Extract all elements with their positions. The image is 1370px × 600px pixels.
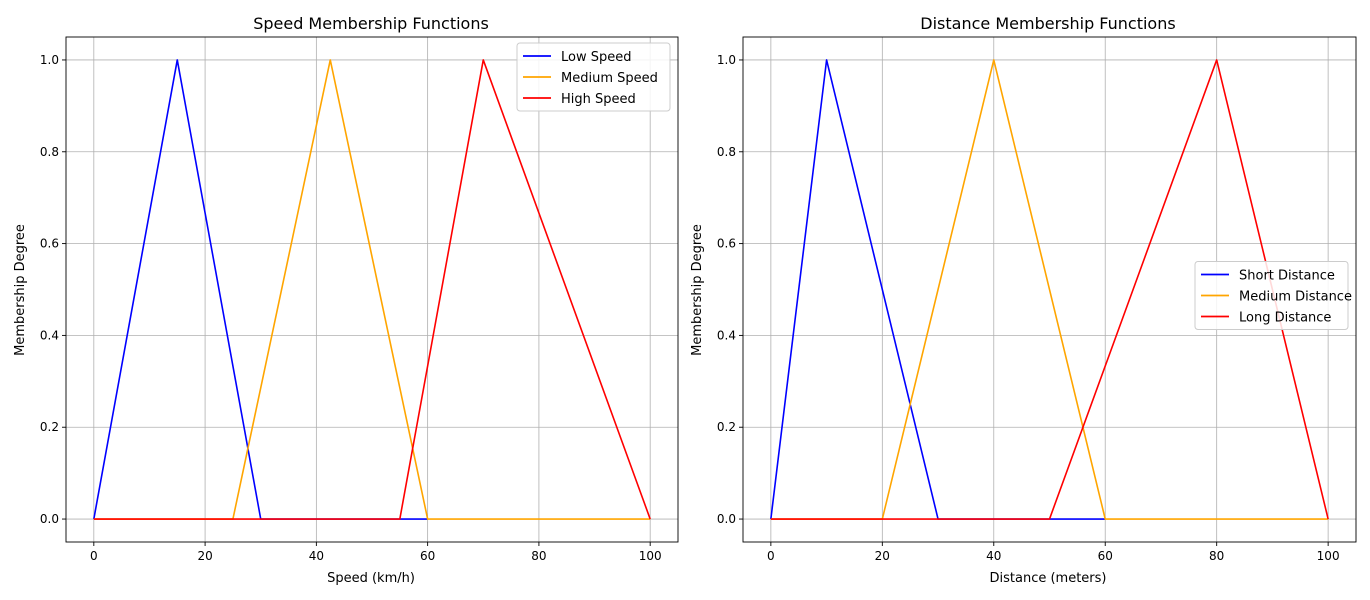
speed-chart: Speed Membership Functions Speed (km/h) … [13,14,679,586]
series-group [93,59,651,520]
y-axis-label: Membership Degree [13,224,28,356]
chart-title: Distance Membership Functions [920,14,1175,33]
x-tick-label: 100 [639,549,662,563]
y-tick-label: 1.0 [717,53,736,67]
y-tick-label: 0.8 [40,145,59,159]
x-tick-label: 40 [986,549,1001,563]
y-tick-label: 0.2 [717,420,736,434]
legend-box [516,42,671,112]
y-tick-label: 1.0 [40,53,59,67]
legend-label-long-distance: Long Distance [1239,311,1331,326]
legend-label-short-distance: Short Distance [1239,269,1335,284]
legend-box [1194,261,1349,330]
axes-frame [742,36,1357,543]
legend-label-low-speed: Low Speed [561,50,631,65]
y-tick-label: 0.6 [40,237,59,251]
x-tick-label: 100 [1317,549,1340,563]
legend-label-high-speed: High Speed [561,92,636,107]
legend-label-medium-speed: Medium Speed [561,71,658,86]
y-tick-label: 0.4 [40,328,59,342]
x-tick-label: 20 [197,549,212,563]
x-tick-label: 60 [420,549,435,563]
x-axis-label: Speed (km/h) [327,571,415,586]
x-tick-label: 60 [1098,549,1113,563]
y-tick-label: 0.0 [40,512,59,526]
x-tick-label: 0 [90,549,98,563]
x-tick-label: 80 [531,549,546,563]
legend: Low Speed Medium Speed High Speed [516,42,671,112]
y-tick-label: 0.8 [717,145,736,159]
distance-chart: Distance Membership Functions Distance (… [690,14,1357,586]
x-axis-label: Distance (meters) [990,571,1107,586]
series-line-high-speed [93,59,651,520]
y-tick-label: 0.4 [717,328,736,342]
legend: Short Distance Medium Distance Long Distan… [1194,261,1352,330]
y-tick-label: 0.6 [717,237,736,251]
y-tick-label: 0.0 [717,512,736,526]
y-axis-label: Membership Degree [690,224,705,356]
x-tick-label: 40 [309,549,324,563]
x-tick-label: 0 [767,549,775,563]
chart-title: Speed Membership Functions [253,14,489,33]
x-tick-label: 20 [875,549,890,563]
x-tick-label: 80 [1209,549,1224,563]
y-tick-label: 0.2 [40,420,59,434]
legend-label-medium-distance: Medium Distance [1239,290,1352,305]
axes-frame [65,36,679,543]
